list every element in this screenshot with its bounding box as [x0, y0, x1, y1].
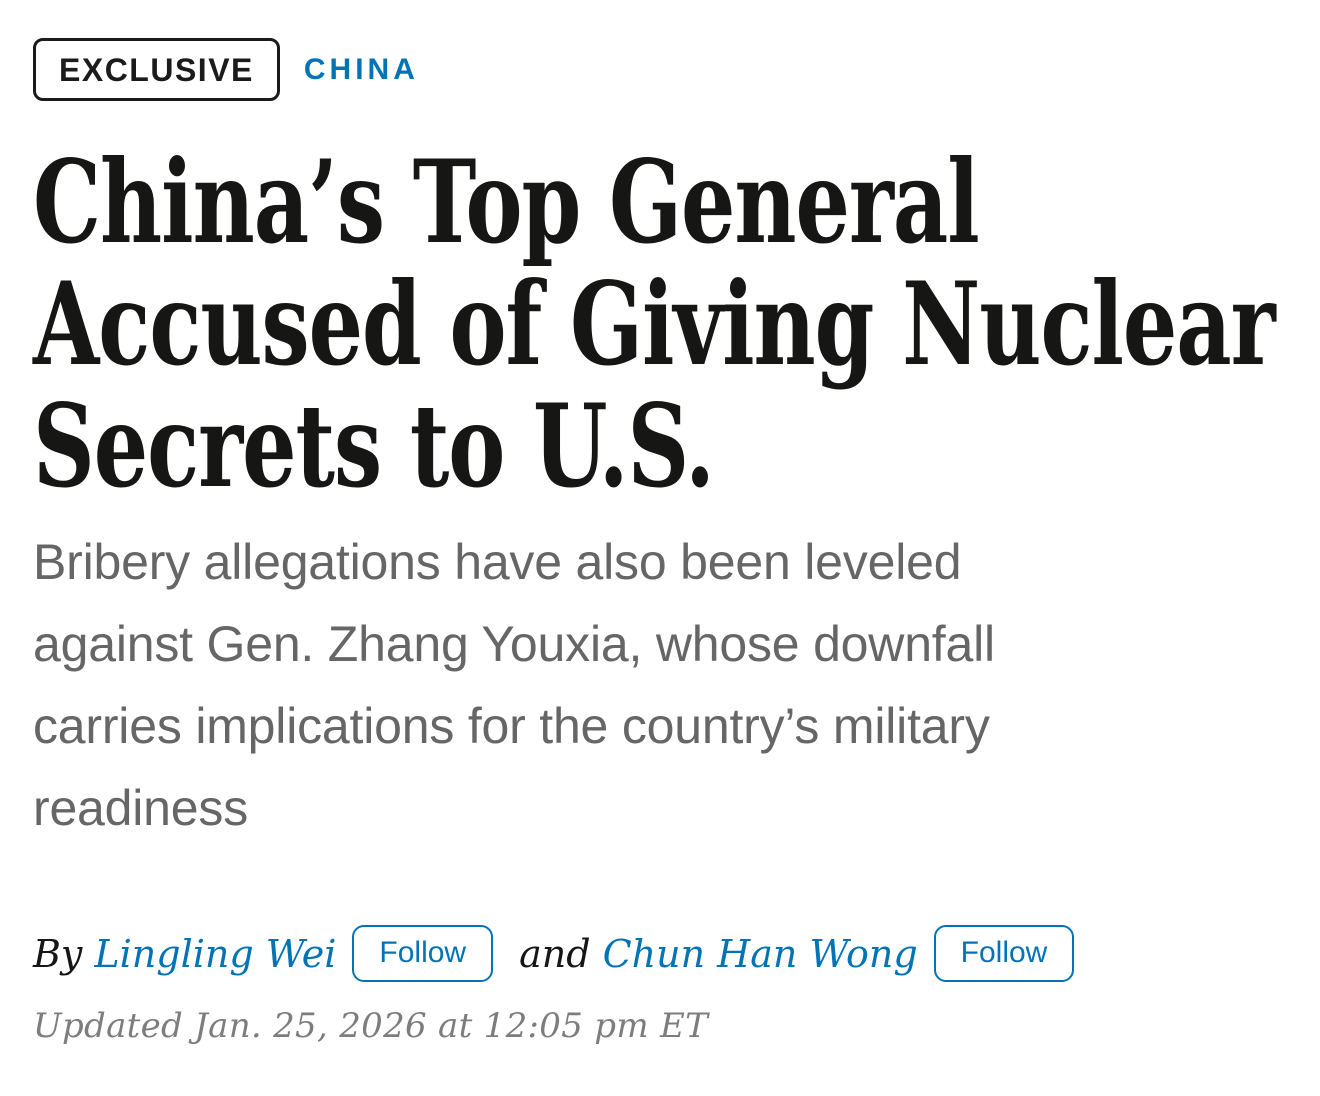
follow-button-lingling-wei[interactable]: Follow: [352, 925, 494, 982]
article-header: EXCLUSIVE CHINA China’s Top General Accu…: [33, 38, 1290, 1046]
eyebrow: EXCLUSIVE CHINA: [33, 38, 1290, 101]
byline-prefix: By: [33, 931, 83, 976]
byline: By Lingling Wei Follow and Chun Han Wong…: [33, 925, 1290, 982]
byline-conjunction: and: [519, 931, 591, 976]
author-link-chun-han-wong[interactable]: Chun Han Wong: [602, 931, 918, 976]
article-headline: China’s Top General Accused of Giving Nu…: [33, 135, 1276, 513]
article-subheadline: Bribery allegations have also been level…: [33, 534, 995, 836]
author-link-lingling-wei[interactable]: Lingling Wei: [94, 931, 337, 976]
section-link-china[interactable]: CHINA: [303, 52, 419, 86]
follow-button-chun-han-wong[interactable]: Follow: [933, 925, 1075, 982]
exclusive-badge: EXCLUSIVE: [33, 38, 280, 101]
updated-timestamp: Updated Jan. 25, 2026 at 12:05 pm ET: [33, 1006, 709, 1046]
